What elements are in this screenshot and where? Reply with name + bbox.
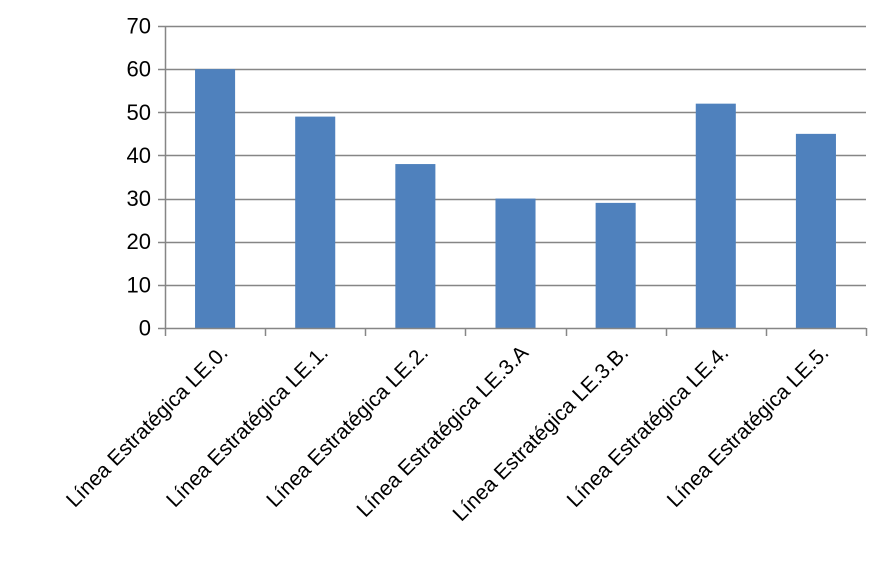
y-tick-label: 30 bbox=[127, 186, 151, 211]
bar-1 bbox=[295, 116, 336, 328]
y-tick-label: 70 bbox=[127, 14, 151, 39]
bar-4 bbox=[595, 202, 636, 328]
y-tick-label: 20 bbox=[127, 229, 151, 254]
x-category-label: Línea Estratégica LE.5. bbox=[663, 341, 834, 512]
y-tick-label: 10 bbox=[127, 272, 151, 297]
x-axis-tick-labels: Línea Estratégica LE.0.Línea Estratégica… bbox=[62, 341, 833, 526]
axes bbox=[158, 25, 868, 336]
bar-6 bbox=[795, 133, 836, 328]
y-tick-label: 40 bbox=[127, 143, 151, 168]
x-category-label: Línea Estratégica LE.3.B. bbox=[449, 341, 634, 526]
bar-0 bbox=[195, 69, 236, 329]
bar-2 bbox=[395, 164, 436, 328]
bar-3 bbox=[495, 198, 536, 328]
bar-5 bbox=[695, 103, 736, 329]
bars bbox=[195, 69, 836, 329]
y-tick-label: 0 bbox=[139, 316, 151, 341]
x-category-label: Línea Estratégica LE.4. bbox=[563, 341, 734, 512]
x-category-label: Línea Estratégica LE.0. bbox=[62, 341, 233, 512]
y-tick-label: 50 bbox=[127, 100, 151, 125]
x-category-label: Línea Estratégica LE.3.A bbox=[353, 341, 534, 522]
x-category-label: Línea Estratégica LE.1. bbox=[162, 341, 333, 512]
y-tick-label: 60 bbox=[127, 57, 151, 82]
x-category-label: Línea Estratégica LE.2. bbox=[262, 341, 433, 512]
y-axis-tick-labels: 0 10 20 30 40 50 60 70 bbox=[127, 14, 151, 341]
